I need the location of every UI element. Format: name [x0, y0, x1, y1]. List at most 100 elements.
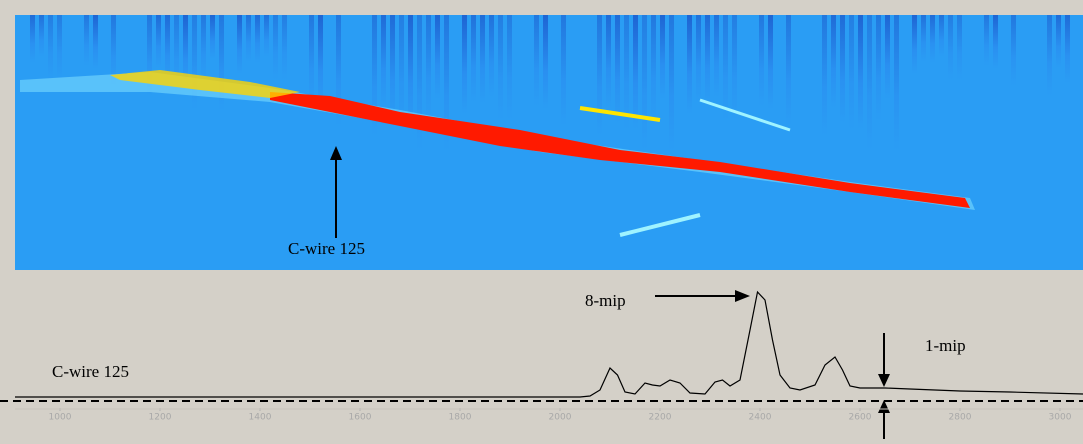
top-strip — [0, 0, 1083, 15]
heatmap-stripe — [417, 15, 422, 150]
heatmap-branch — [579, 106, 661, 122]
waveform-line — [15, 290, 1083, 398]
heatmap-stripe — [372, 15, 377, 136]
heatmap-stripe — [687, 15, 692, 114]
heatmap-stripe — [1065, 15, 1070, 83]
heatmap-stripe — [984, 15, 989, 66]
heatmap-stripe — [57, 15, 62, 80]
heatmap-label: C-wire 125 — [288, 239, 365, 258]
heatmap-track — [270, 92, 970, 208]
heatmap-stripe — [309, 15, 314, 106]
heatmap-stripe — [867, 15, 872, 150]
heatmap-stripe — [390, 15, 395, 123]
heatmap-stripe — [597, 15, 602, 136]
x-tick-label: 2400 — [749, 413, 772, 423]
x-tick-label: 1400 — [249, 413, 272, 423]
heatmap-stripe — [822, 15, 827, 136]
heatmap-stripe — [381, 15, 386, 108]
heatmap-stripe — [993, 15, 998, 69]
heatmap-stripe — [147, 15, 152, 96]
heatmap-stripe — [165, 15, 170, 83]
heatmap-stripe — [561, 15, 566, 126]
heatmap-stripe — [201, 15, 206, 81]
heatmap-stripe — [624, 15, 629, 130]
heatmap-stripe — [282, 15, 287, 80]
heatmap-stripe — [1056, 15, 1061, 68]
heatmap-stripe — [948, 15, 953, 80]
heatmap-stripe — [174, 15, 179, 90]
heatmap-stripe — [669, 15, 674, 151]
heatmap-stripe — [426, 15, 431, 121]
x-tick-label: 1800 — [449, 413, 472, 423]
heatmap-stripe — [786, 15, 791, 126]
x-tick-label: 2000 — [549, 413, 572, 423]
heatmap-stripe — [219, 15, 224, 111]
waveform: 1000 1200 1400 1600 1800 2000 2200 2400 2600 2800… — [0, 290, 1083, 439]
heatmap-stripe — [840, 15, 845, 123]
heatmap-stripe — [543, 15, 548, 109]
heatmap-stripe — [192, 15, 197, 110]
heatmap-stripe — [498, 15, 503, 120]
heatmap-stripe — [183, 15, 188, 89]
heatmap-stripe — [318, 15, 323, 109]
heatmap-stripe — [930, 15, 935, 63]
heatmap-stripe — [894, 15, 899, 151]
heatmap-stripe — [246, 15, 251, 62]
heatmap-stripe — [921, 15, 926, 62]
heatmap-stripe — [705, 15, 710, 103]
heatmap-stripe — [606, 15, 611, 108]
heatmap-stripe — [336, 15, 341, 126]
heatmap-stripe — [732, 15, 737, 120]
x-tick-label: 1200 — [149, 413, 172, 423]
x-tick-label: 2600 — [849, 413, 872, 423]
heatmap-stripe — [534, 15, 539, 106]
heatmap-track-start — [110, 70, 300, 98]
x-tick-label: 2200 — [649, 413, 672, 423]
heatmap-stripe — [93, 15, 98, 69]
heatmap-stripe — [876, 15, 881, 121]
heatmap-stripe — [660, 15, 665, 99]
heatmap-stripe — [273, 15, 278, 80]
heatmap-stripe — [48, 15, 53, 80]
heatmap-stripe — [768, 15, 773, 109]
arrow-head — [735, 290, 750, 302]
heatmap-stripes — [30, 15, 1070, 151]
arrow-head — [878, 400, 890, 413]
heatmap-stripe — [633, 15, 638, 129]
heatmap-stripe — [408, 15, 413, 129]
x-tick-label: 1600 — [349, 413, 372, 423]
heatmap-stripe — [957, 15, 962, 80]
heatmap-stripe — [30, 15, 35, 63]
heatmap-stripe — [723, 15, 728, 120]
heatmap-stripe — [831, 15, 836, 108]
heatmap-stripe — [237, 15, 242, 74]
heatmap-branch — [699, 98, 791, 132]
heatmap-branch — [619, 213, 701, 237]
annotation: 8-mip — [585, 291, 626, 310]
arrow-head — [878, 374, 890, 387]
heatmap-stripe — [435, 15, 440, 99]
heatmap-stripe — [1047, 15, 1052, 96]
arrow-head — [330, 146, 342, 160]
heatmap-stripe — [210, 15, 215, 59]
heatmap-stripe — [696, 15, 701, 102]
annotation: 1-mip — [925, 336, 966, 355]
heatmap-stripe — [714, 15, 719, 97]
heatmap-stripe — [642, 15, 647, 150]
heatmap-stripe — [39, 15, 44, 57]
x-tick-label: 2800 — [949, 413, 972, 423]
heatmap-stripe — [1011, 15, 1016, 86]
heatmap-stripe — [156, 15, 161, 68]
heatmap-stripe — [759, 15, 764, 106]
heatmap: C-wire 125 — [15, 15, 1083, 270]
x-tick-label: 3000 — [1049, 413, 1072, 423]
heatmap-stripe — [489, 15, 494, 97]
heatmap-stripe — [84, 15, 89, 66]
heatmap-stripe — [111, 15, 116, 86]
x-tick-label: 1000 — [49, 413, 72, 423]
heatmap-stripe — [399, 15, 404, 130]
heatmap-stripe — [615, 15, 620, 123]
heatmap-stripe — [264, 15, 269, 57]
